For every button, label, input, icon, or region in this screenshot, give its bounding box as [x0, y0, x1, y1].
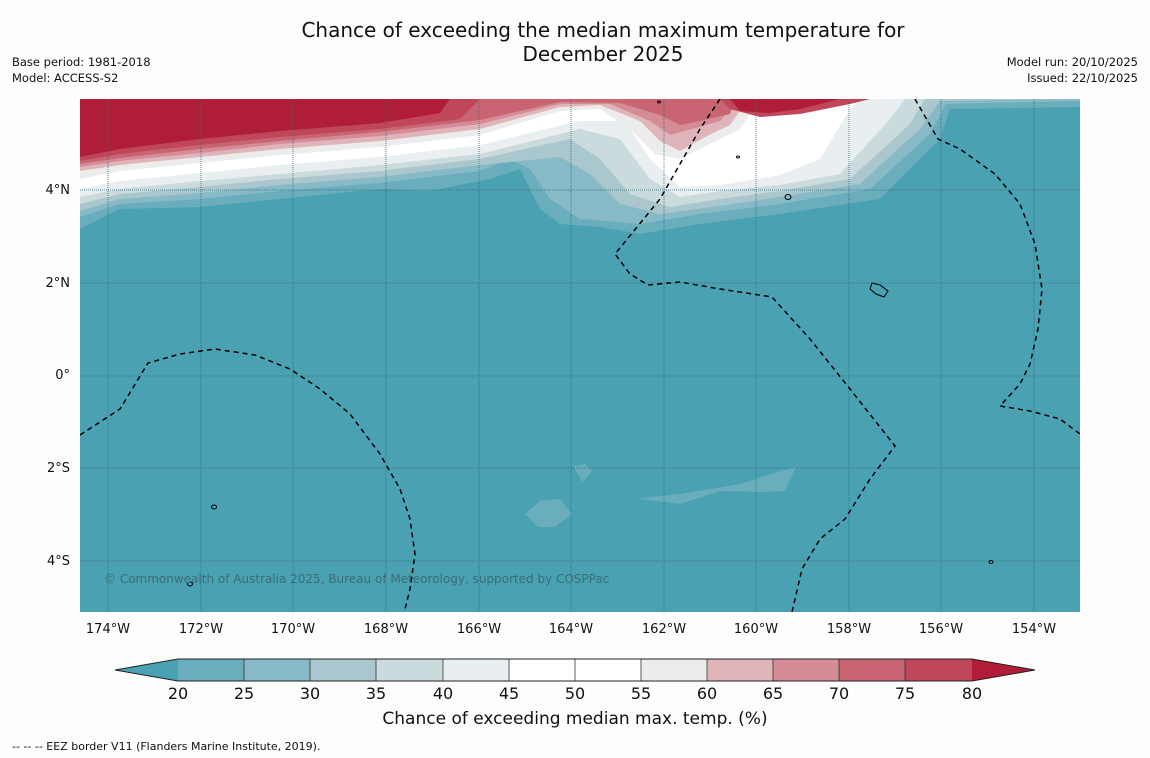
eez-borders [80, 99, 1080, 612]
colorbar-segment-above-80 [972, 659, 1035, 681]
title-line-1: Chance of exceeding the median maximum t… [301, 18, 905, 42]
colorbar-segment-20-25 [178, 659, 244, 681]
colorbar-tick-70: 70 [828, 684, 850, 703]
colorbar-segment-65-70 [773, 659, 839, 681]
patch-20-25-a [635, 467, 796, 504]
lon-label-172w: 172°W [178, 622, 224, 637]
colorbar-tick-40: 40 [432, 684, 454, 703]
model-name: Model: ACCESS-S2 [12, 71, 119, 85]
colorbar-tick-20: 20 [167, 684, 189, 703]
meta-left: Base period: 1981-2018 Model: ACCESS-S2 [12, 54, 151, 86]
colorbar-tick-55: 55 [630, 684, 652, 703]
lat-label-2s: 2°S [46, 461, 70, 476]
colorbar-segment-75-80 [905, 659, 972, 681]
colorbar-tick-60: 60 [696, 684, 718, 703]
forecast-map [80, 99, 1080, 612]
colorbar-segment-below-20 [115, 659, 178, 681]
meta-right: Model run: 20/10/2025 Issued: 22/10/2025 [1007, 54, 1138, 86]
lat-label-2n: 2°N [45, 276, 71, 291]
gridlines [80, 99, 1080, 612]
lon-label-164w: 164°W [548, 622, 594, 637]
colorbar-segment-25-30 [244, 659, 310, 681]
colorbar-tick-45: 45 [498, 684, 520, 703]
colorbar-segment-40-45 [443, 659, 509, 681]
lon-label-170w: 170°W [270, 622, 316, 637]
chart-title: Chance of exceeding the median maximum t… [200, 18, 1006, 66]
colorbar-segment-60-65 [707, 659, 773, 681]
colorbar-segment-35-40 [376, 659, 443, 681]
colorbar [114, 658, 1036, 682]
base-period: Base period: 1981-2018 [12, 55, 151, 69]
colorbar-segment-30-35 [310, 659, 376, 681]
lon-label-168w: 168°W [363, 622, 409, 637]
colorbar-tick-50: 50 [564, 684, 586, 703]
colorbar-segment-55-60 [641, 659, 707, 681]
lon-label-154w: 154°W [1011, 622, 1057, 637]
lon-label-166w: 166°W [456, 622, 502, 637]
islands [187, 100, 994, 587]
colorbar-segment-45-50 [509, 659, 575, 681]
patch-20-25-c [573, 464, 592, 482]
colorbar-tick-35: 35 [365, 684, 387, 703]
eez-footnote: -- -- -- EEZ border V11 (Flanders Marine… [12, 740, 321, 753]
band-above-80 [80, 99, 840, 157]
lat-label-4n: 4°N [45, 183, 71, 198]
colorbar-tick-30: 30 [299, 684, 321, 703]
lon-label-162w: 162°W [641, 622, 687, 637]
colorbar-segment-70-75 [839, 659, 905, 681]
title-line-2: December 2025 [522, 42, 684, 66]
colorbar-segment-50-55 [575, 659, 641, 681]
lat-label-4s: 4°S [46, 554, 70, 569]
lon-label-158w: 158°W [826, 622, 872, 637]
colorbar-tick-25: 25 [233, 684, 255, 703]
model-run: Model run: 20/10/2025 [1006, 55, 1138, 69]
copyright-notice: © Commonwealth of Australia 2025, Bureau… [104, 572, 610, 586]
colorbar-tick-65: 65 [762, 684, 784, 703]
colorbar-label: Chance of exceeding median max. temp. (%… [382, 709, 768, 729]
issued-date: Issued: 22/10/2025 [1027, 71, 1138, 85]
lat-label-0: 0° [55, 368, 70, 383]
lon-label-174w: 174°W [85, 622, 131, 637]
colorbar-tick-75: 75 [894, 684, 916, 703]
lon-label-160w: 160°W [733, 622, 779, 637]
colorbar-dividers [243, 659, 906, 681]
lon-label-156w: 156°W [918, 622, 964, 637]
map-svg [80, 99, 1080, 612]
colorbar-tick-80: 80 [961, 684, 983, 703]
colorbar-outline [114, 658, 1036, 682]
patch-20-25-b [525, 499, 572, 527]
